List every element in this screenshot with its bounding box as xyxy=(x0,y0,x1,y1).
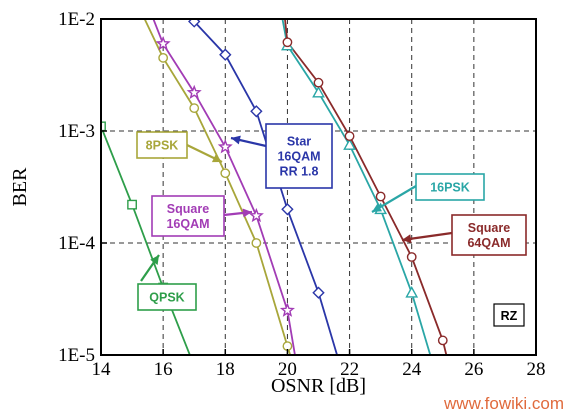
series-label-text: 64QAM xyxy=(467,236,510,250)
data-point-marker xyxy=(219,48,232,61)
data-point-marker xyxy=(250,105,263,118)
data-point-marker xyxy=(313,77,324,88)
data-point-marker xyxy=(248,207,264,223)
series-label-text: Star xyxy=(287,135,311,149)
y-tick-label: 1E-2 xyxy=(58,9,95,30)
y-tick-label: 1E-3 xyxy=(58,121,95,142)
data-point-marker xyxy=(437,335,448,346)
series-line xyxy=(191,19,338,355)
x-tick-label: 28 xyxy=(527,359,546,380)
data-point-marker xyxy=(220,168,231,179)
data-point-marker xyxy=(251,238,262,248)
data-point-marker xyxy=(186,84,202,100)
series-label-text: 8PSK xyxy=(146,139,179,153)
label-arrowhead xyxy=(231,135,241,145)
x-tick-label: 24 xyxy=(402,359,422,380)
label-arrowhead xyxy=(150,255,159,265)
y-tick-label: 1E-5 xyxy=(58,345,95,366)
data-point-marker xyxy=(155,35,171,51)
label-arrowhead xyxy=(211,154,222,163)
series-label: 8PSK xyxy=(136,131,223,163)
series-label-text: 16QAM xyxy=(277,150,320,164)
series-label-box xyxy=(415,173,485,201)
x-axis-title: OSNR [dB] xyxy=(271,375,366,397)
data-point-marker xyxy=(127,199,137,210)
series-label-text: 16PSK xyxy=(430,181,470,195)
series-label-text: QPSK xyxy=(149,291,184,305)
series-label-text: RR 1.8 xyxy=(280,165,319,179)
axis-ticks: 14 16 18 20 22 24 26 28 1E-2 1E-3 1E-4 1E-5 xyxy=(58,9,545,380)
rz-annotation: RZ xyxy=(493,303,525,327)
series-line xyxy=(143,19,292,355)
watermark-text: www.fowiki.com xyxy=(443,394,564,413)
x-tick-label: 26 xyxy=(464,359,483,380)
data-point-marker xyxy=(406,252,417,262)
x-tick-label: 14 xyxy=(92,359,112,380)
data-point-marker xyxy=(281,203,294,216)
series-label-text: 16QAM xyxy=(166,217,209,231)
series-curves xyxy=(101,19,448,355)
y-axis-title: BER xyxy=(9,167,31,207)
label-arrowhead xyxy=(372,203,382,212)
label-arrowhead xyxy=(402,234,412,244)
y-tick-label: 1E-4 xyxy=(58,233,95,254)
data-point-marker xyxy=(217,139,233,154)
data-point-marker xyxy=(344,131,355,142)
series-label-box xyxy=(137,283,197,311)
series-label-box xyxy=(151,195,225,237)
x-tick-label: 16 xyxy=(154,359,173,380)
data-point-marker xyxy=(279,302,295,317)
rz-annotation-text: RZ xyxy=(501,309,518,323)
series-label: 16PSK xyxy=(371,173,485,213)
data-point-marker xyxy=(343,138,356,150)
series-label-box xyxy=(136,131,188,159)
x-tick-label: 22 xyxy=(340,359,359,380)
data-point-marker xyxy=(312,86,325,98)
series-label-text: Square xyxy=(468,221,510,235)
series-line xyxy=(101,126,191,355)
series-label-text: Square xyxy=(167,202,209,216)
data-point-marker xyxy=(189,103,200,114)
data-point-marker xyxy=(158,52,169,63)
data-point-marker xyxy=(405,286,419,298)
plot-frame xyxy=(100,18,537,356)
data-point-marker xyxy=(282,37,293,48)
series-label-box xyxy=(451,214,527,256)
data-point-marker xyxy=(375,191,386,202)
data-point-marker xyxy=(312,286,325,299)
x-tick-label: 20 xyxy=(278,359,297,380)
series-label: QPSK xyxy=(137,254,197,311)
label-arrowhead xyxy=(242,208,252,218)
x-tick-label: 18 xyxy=(216,359,235,380)
series-label-box xyxy=(265,123,333,189)
